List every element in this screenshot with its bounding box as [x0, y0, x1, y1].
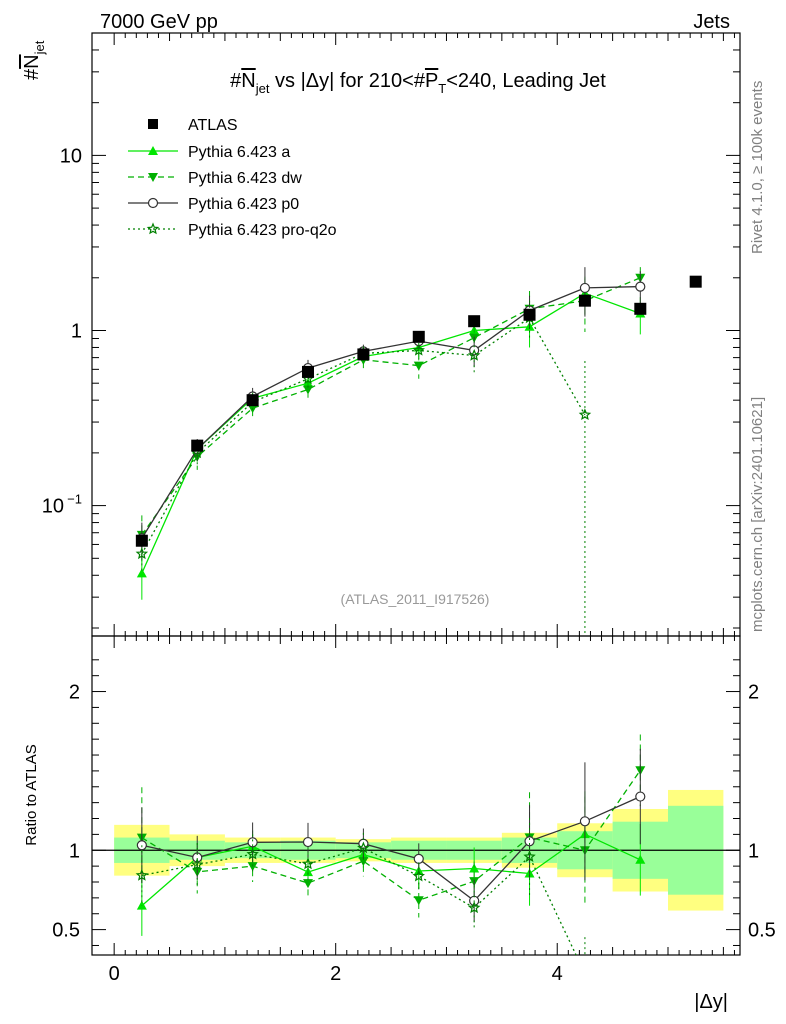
rivet-side-text: Rivet 4.1.0, ≥ 100k events [749, 81, 766, 254]
x-tick-label: 2 [330, 963, 341, 985]
pythia-6-423-pro-q2o-point [135, 547, 149, 560]
atlas-data-point [246, 394, 259, 407]
legend-marker [148, 119, 158, 129]
pythia-6-423-p0-ratio-point [302, 836, 314, 848]
pythia-6-423-pro-q2o-point [467, 348, 481, 361]
pythia-6-423-dw-ratio-line [141, 769, 641, 902]
ratio-frame [91, 635, 741, 956]
y-tick-label: 10 [42, 496, 64, 518]
pythia-6-423-p0-ratio-line [141, 796, 641, 902]
pythia-6-423-p0-ratio-point [413, 853, 424, 864]
ratio-tick-label: 2 [69, 682, 80, 704]
atlas-data-point [135, 534, 148, 547]
x-axis-label: |Δy| [694, 991, 728, 1013]
pythia-6-423-pro-q2o-point [578, 408, 592, 421]
pythia-6-423-p0-ratio-point [247, 837, 258, 848]
y-tick-label: 10 [60, 145, 82, 167]
legend-marker [148, 146, 158, 155]
pythia-6-423-p0-ratio-point [635, 791, 646, 802]
legend: ATLAS Pythia 6.423 a Pythia 6.423 dw Pythia… [128, 117, 337, 239]
ratio-y-axis-label: Ratio to ATLAS [23, 744, 40, 845]
pythia-6-423-a-line [141, 292, 641, 574]
pythia-6-423-dw-ratio-point [413, 896, 424, 906]
mcplots-side-text: mcplots.cern.ch [arXiv:2401.10621] [749, 397, 766, 632]
pythia-6-423-pro-q2o-ratio-point [412, 869, 425, 882]
legend-label: ATLAS [188, 117, 238, 134]
pythia-6-423-dw-point [413, 361, 424, 371]
atlas-data-point [412, 330, 425, 343]
legend-marker [147, 197, 159, 209]
atlas-data-point [468, 315, 481, 328]
pythia-6-423-dw-ratio-point [247, 862, 258, 872]
pythia-6-423-dw-line [141, 277, 641, 536]
atlas-data-point [357, 348, 370, 361]
title-n: N [241, 70, 255, 92]
ratio-tick-label-right: 2 [748, 682, 759, 704]
pythia-6-423-p0-ratio-point [579, 816, 591, 827]
legend-label: Pythia 6.423 p0 [188, 196, 299, 213]
y-tick-exponent: −1 [67, 492, 82, 507]
ratio-tick-label: 1 [69, 840, 80, 862]
pythia-6-423-pro-q2o-ratio-point [467, 901, 481, 914]
legend-label: Pythia 6.423 a [188, 144, 290, 161]
ratio-tick-label-right: 1 [748, 840, 759, 862]
chart-labels: 7000 GeV pp Jets Rivet 4.1.0, ≥ 100k eve… [21, 11, 766, 1013]
pythia-6-423-a-point [136, 568, 147, 578]
pythia-6-423-p0-point [579, 282, 591, 294]
atlas-data-point [578, 294, 591, 307]
chart-title: #Njet vs |Δy| for 210<#PT<240, Leading J… [230, 70, 606, 96]
pythia-6-423-a-ratio-point [136, 900, 147, 910]
pythia-6-423-a-ratio-point [469, 863, 480, 873]
header-right-text: Jets [693, 11, 730, 33]
pythia-6-423-dw-ratio-point [303, 879, 313, 889]
pythia-6-423-p0-ratio-point [192, 852, 203, 863]
pythia-6-423-p0-line [141, 285, 641, 539]
pythia-6-423-pro-q2o-ratio-point [135, 868, 149, 881]
pythia-6-423-p0-ratio-point [524, 836, 535, 847]
pythia-6-423-p0-point [635, 281, 646, 292]
pythia-6-423-dw-ratio-point [358, 857, 369, 867]
pythia-6-423-a-ratio-line [141, 833, 641, 907]
atlas-data-point [191, 439, 204, 452]
legend-marker [148, 173, 158, 182]
pythia-6-423-dw-point [303, 385, 313, 395]
pythia-6-423-pro-q2o-point [412, 343, 425, 356]
atlas-data-point [689, 275, 702, 288]
ratio-tick-label: 0.5 [52, 920, 80, 942]
ratio-panel: 0.5 0.5 1 1 2 2 [52, 635, 776, 956]
legend-marker [146, 222, 160, 235]
ratio-tick-label-right: 0.5 [748, 920, 776, 942]
pythia-6-423-pro-q2o-ratio-point [357, 841, 370, 854]
y-tick-label: 1 [71, 320, 82, 342]
atlas-data-point [634, 302, 647, 315]
pythia-6-423-pro-q2o-ratio-point [301, 857, 315, 870]
legend-label: Pythia 6.423 dw [188, 170, 302, 187]
analysis-id-label: (ATLAS_2011_I917526) [341, 591, 490, 607]
pythia-6-423-a-ratio-point [635, 854, 646, 864]
x-tick-label: 4 [552, 963, 563, 985]
legend-label: Pythia 6.423 pro-q2o [188, 222, 337, 239]
atlas-data-point [523, 308, 536, 321]
main-y-axis-label: #Njet [21, 40, 47, 80]
atlas-data-point [302, 365, 314, 378]
pythia-6-423-pro-q2o-ratio-point [191, 858, 204, 870]
x-tick-label: 0 [109, 963, 120, 985]
pythia-6-423-pro-q2o-ratio-point [523, 850, 536, 863]
header-left-text: 7000 GeV pp [100, 11, 218, 33]
pythia-6-423-pro-q2o-ratio-point [246, 847, 259, 860]
